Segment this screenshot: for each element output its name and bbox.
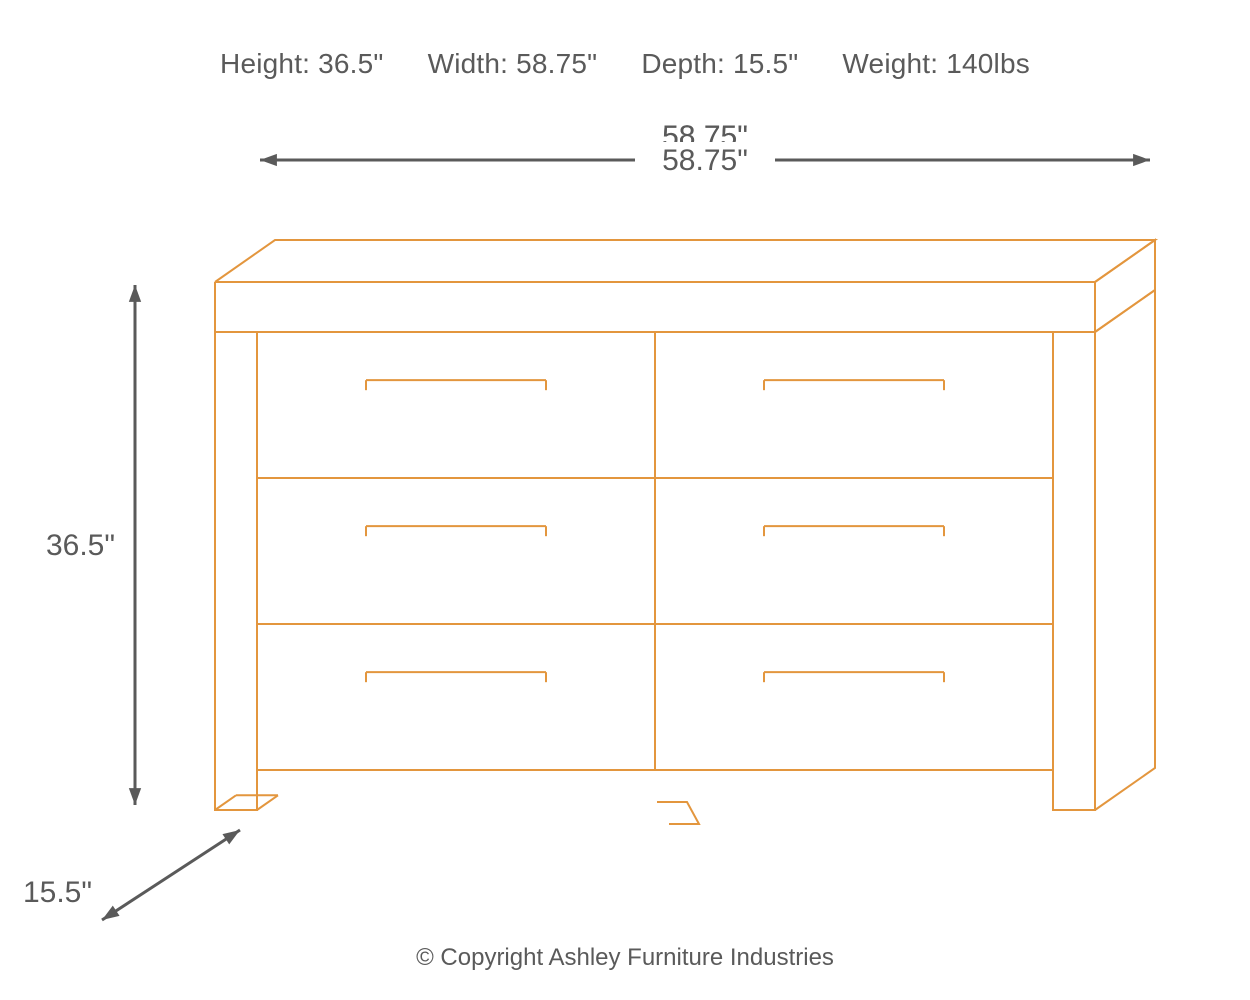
svg-text:36.5": 36.5" [46,529,115,562]
svg-text:58.75": 58.75" [662,144,748,177]
svg-text:15.5": 15.5" [23,876,92,909]
dresser-diagram: 58.75"58.75"36.5"15.5"58.75" [0,0,1250,1000]
copyright-text: © Copyright Ashley Furniture Industries [0,944,1250,972]
